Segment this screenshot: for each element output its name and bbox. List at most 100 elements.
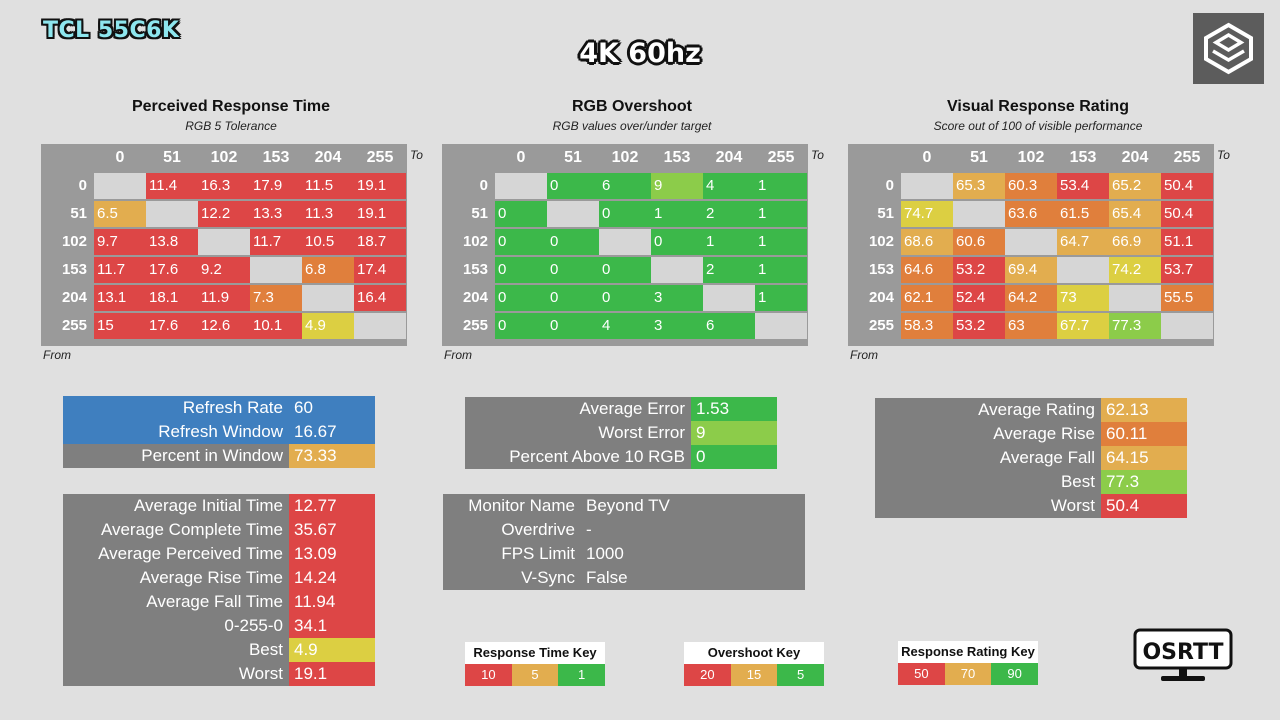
heatmap-cell: 17.6	[146, 313, 198, 339]
key-swatch: 1	[558, 664, 605, 686]
row-header: 51	[471, 205, 488, 222]
heatmap-cell: 69.4	[1005, 257, 1057, 283]
heatmap-cell: 18.1	[146, 285, 198, 311]
heatmap-cell: 0	[547, 285, 599, 311]
heatmap-cell: 18.7	[354, 229, 406, 255]
column-header: 255	[1173, 149, 1201, 166]
heatmap-cell: 0	[495, 285, 547, 311]
heatmap-cell: 0	[547, 257, 599, 283]
stat-label: 0-255-0	[63, 614, 289, 638]
stat-label: Average Fall	[875, 446, 1101, 470]
heatmap-cell: 13.3	[250, 201, 302, 227]
heatmap-cell: 0	[495, 257, 547, 283]
heatmap-cell: 65.3	[953, 173, 1005, 199]
stat-value: 77.3	[1101, 470, 1187, 494]
axis-to-label: To	[811, 148, 824, 162]
heatmap-cell-empty	[651, 257, 703, 283]
heatmap-cell: 1	[755, 229, 807, 255]
heatmap-cell-empty	[250, 257, 302, 283]
heatmap-cell: 1	[755, 201, 807, 227]
column-header: 204	[314, 149, 342, 166]
heatmap-cell: 17.6	[146, 257, 198, 283]
heatmap-cell: 6.8	[302, 257, 354, 283]
heatmap-cell: 62.1	[901, 285, 953, 311]
stat-value: 50.4	[1101, 494, 1187, 518]
heatmap-cell: 52.4	[953, 285, 1005, 311]
column-header: 102	[611, 149, 639, 166]
table-row: V-Sync False	[443, 566, 805, 590]
stat-value: 14.24	[289, 566, 375, 590]
row-header: 153	[61, 261, 87, 278]
axis-from-label: From	[850, 348, 878, 362]
stat-value: 34.1	[289, 614, 375, 638]
heatmap-cell: 60.3	[1005, 173, 1057, 199]
table-row: Average Perceived Time 13.09	[63, 542, 375, 566]
column-header: 153	[1069, 149, 1097, 166]
key-swatch: 70	[944, 663, 992, 685]
heatmap-cell: 77.3	[1109, 313, 1161, 339]
monitor-table: Monitor Name Beyond TV Overdrive - FPS Limit…	[443, 494, 805, 590]
key-swatch-row: 50 70 90	[898, 663, 1038, 685]
table-row: Average Error 1.53	[465, 397, 777, 421]
axis-from-label: From	[444, 348, 472, 362]
heatmap-cell: 11.7	[94, 257, 146, 283]
heatmap-cell: 68.6	[901, 229, 953, 255]
stat-label: Overdrive	[443, 518, 581, 542]
column-header: 255	[366, 149, 394, 166]
heatmap-cell: 53.4	[1057, 173, 1109, 199]
stat-value: 60	[289, 396, 375, 420]
axis-from-label: From	[43, 348, 71, 362]
heatmap-cell-empty	[755, 313, 807, 339]
heatmap-cell: 63.6	[1005, 201, 1057, 227]
key-swatch: 15	[730, 664, 778, 686]
heatmap-cell: 55.5	[1161, 285, 1213, 311]
heatmap-cell: 66.9	[1109, 229, 1161, 255]
column-header: 51	[163, 149, 181, 166]
heatmap-cell: 0	[547, 229, 599, 255]
heatmap-cell: 51.1	[1161, 229, 1213, 255]
heatmap-cell: 11.4	[146, 173, 198, 199]
stat-label: Best	[63, 638, 289, 662]
heatmap-cell: 63	[1005, 313, 1057, 339]
heatmap-cell: 53.2	[953, 257, 1005, 283]
column-header: 102	[210, 149, 238, 166]
heatmap-cell: 19.1	[354, 173, 406, 199]
column-header: 102	[1017, 149, 1045, 166]
heatmap-cell: 64.2	[1005, 285, 1057, 311]
table-row: Monitor Name Beyond TV	[443, 494, 805, 518]
key-title: Response Time Key	[465, 642, 605, 664]
response-time-key: Response Time Key 10 5 1	[465, 642, 605, 686]
row-header: 0	[78, 177, 87, 194]
response-rating-key: Response Rating Key 50 70 90	[898, 641, 1038, 685]
heatmap-subtitle: RGB 5 Tolerance	[185, 119, 277, 133]
heatmap-cell: 73	[1057, 285, 1109, 311]
heatmap-cell: 0	[547, 173, 599, 199]
heatmap-cell: 0	[599, 201, 651, 227]
heatmap-subtitle: RGB values over/under target	[552, 119, 712, 133]
table-row: Average Rise Time 14.24	[63, 566, 375, 590]
column-header: 204	[715, 149, 743, 166]
heatmap-title: Perceived Response Time	[131, 98, 331, 115]
heatmap-cell: 65.4	[1109, 201, 1161, 227]
heatmap-cell: 16.4	[354, 285, 406, 311]
stat-label: Average Initial Time	[63, 494, 289, 518]
table-row: Best 77.3	[875, 470, 1187, 494]
key-swatch: 50	[898, 663, 945, 685]
heatmap-cell: 3	[651, 285, 703, 311]
table-row: Worst 19.1	[63, 662, 375, 686]
row-header: 153	[462, 261, 488, 278]
heatmap-cell: 0	[599, 285, 651, 311]
heatmap-cell: 11.3	[302, 201, 354, 227]
stat-label: V-Sync	[443, 566, 581, 590]
table-row: Percent in Window 73.33	[63, 444, 375, 468]
heatmap-cell: 1	[651, 201, 703, 227]
row-header: 102	[61, 233, 87, 250]
heatmap-cell: 53.7	[1161, 257, 1213, 283]
heatmap-cell: 10.1	[250, 313, 302, 339]
heatmap-cell: 11.5	[302, 173, 354, 199]
stat-label: Average Perceived Time	[63, 542, 289, 566]
heatmap-cell: 4.9	[302, 313, 354, 339]
row-header: 204	[868, 289, 894, 306]
heatmap-cell: 0	[495, 201, 547, 227]
heatmap-cell: 0	[599, 257, 651, 283]
